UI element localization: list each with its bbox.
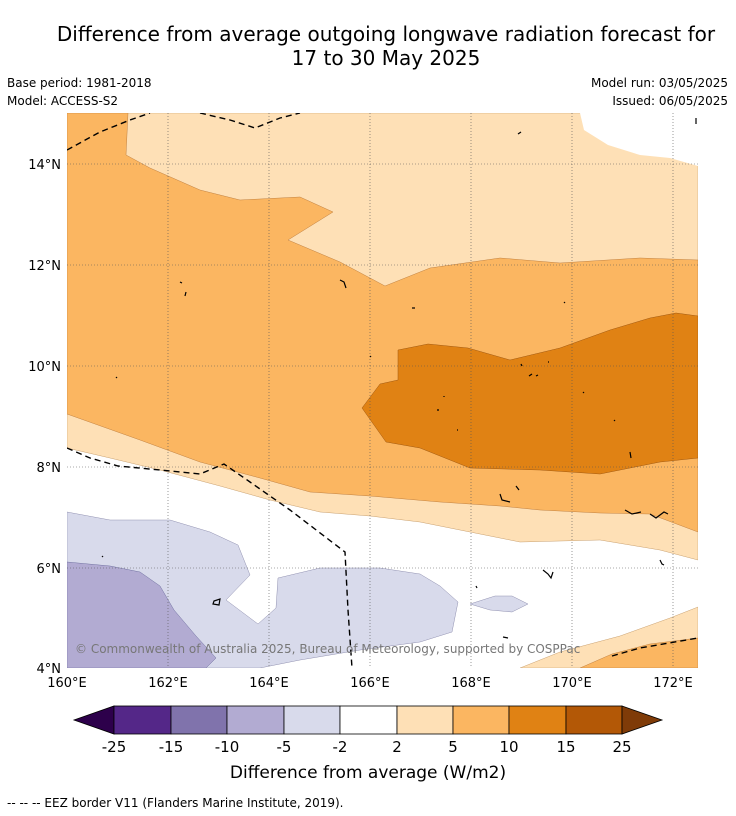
region-minus2-to-minus5-east [469,595,529,613]
base-period: Base period: 1981-2018 [7,76,152,90]
colorbar-bin [113,705,172,735]
title-line-2: 17 to 30 May 2025 [291,46,481,70]
lat-label: 10°N [28,360,61,375]
eez-border [67,113,698,668]
colorbar-ticks: -25 -15 -10 -5 -2 2 5 10 15 25 [102,738,632,756]
eez-legend-note: -- -- -- EEZ border V11 (Flanders Marine… [7,796,344,810]
colorbar-bin [508,705,567,735]
meta-left: Base period: 1981-2018 Model: ACCESS-S2 [7,74,152,110]
lat-label: 12°N [28,259,61,274]
model-run: Model run: 03/05/2025 [590,76,728,90]
copyright-notice: © Commonwealth of Australia 2025, Bureau… [75,642,580,656]
lat-label: 14°N [28,158,61,173]
colorbar-bin [565,705,623,735]
colorbar-tick-label: -25 [102,738,127,756]
lon-label: 166°E [350,676,390,691]
meta-right: Model run: 03/05/2025 Issued: 06/05/2025 [591,74,728,110]
lon-label: 162°E [148,676,188,691]
colorbar-tick-label: -15 [159,738,184,756]
map-field: © Commonwealth of Australia 2025, Bureau… [67,113,698,668]
title-line-1: Difference from average outgoing longwav… [56,22,716,46]
region-minus5-to-minus10 [67,561,217,668]
colorbar-below-min-arrow [72,705,115,735]
colorbar-bin [170,705,228,735]
region-5-to-10-southeast [579,637,698,668]
lon-label: 164°E [249,676,289,691]
map-title: Difference from average outgoing longwav… [0,22,736,70]
colorbar-bin [396,705,454,735]
lat-label: 6°N [37,562,62,577]
colorbar-bin [283,705,341,735]
graticule [67,113,698,668]
longitude-axis: 160°E 162°E 164°E 166°E 168°E 170°E 172°… [47,676,693,691]
lon-label: 170°E [552,676,592,691]
island-outlines [101,118,697,639]
colorbar-tick-label: -5 [277,738,292,756]
colorbar-tick-label: 2 [392,738,402,756]
lon-label: 168°E [451,676,491,691]
colorbar-tick-label: -10 [215,738,240,756]
colorbar-tick-label: -2 [333,738,348,756]
colorbar [72,705,664,735]
lon-label: 172°E [653,676,693,691]
issued-date: Issued: 06/05/2025 [612,94,728,108]
latitude-axis: 14°N 12°N 10°N 8°N 6°N 4°N [28,158,61,677]
colorbar-tick-label: 15 [556,738,575,756]
colorbar-tick-label: 10 [499,738,518,756]
region-10-to-15 [361,312,698,475]
colorbar-label: Difference from average (W/m2) [230,763,506,783]
lon-label: 160°E [47,676,87,691]
colorbar-tick-label: 25 [612,738,631,756]
colorbar-bin [339,705,398,735]
colorbar-bin [226,705,285,735]
colorbar-tick-label: 5 [448,738,458,756]
colorbar-above-max-arrow [621,705,664,735]
lat-label: 4°N [37,662,62,677]
lat-label: 8°N [37,461,62,476]
colorbar-bin [452,705,510,735]
model-name: Model: ACCESS-S2 [7,94,119,108]
neutral-patch-northeast [580,113,698,166]
